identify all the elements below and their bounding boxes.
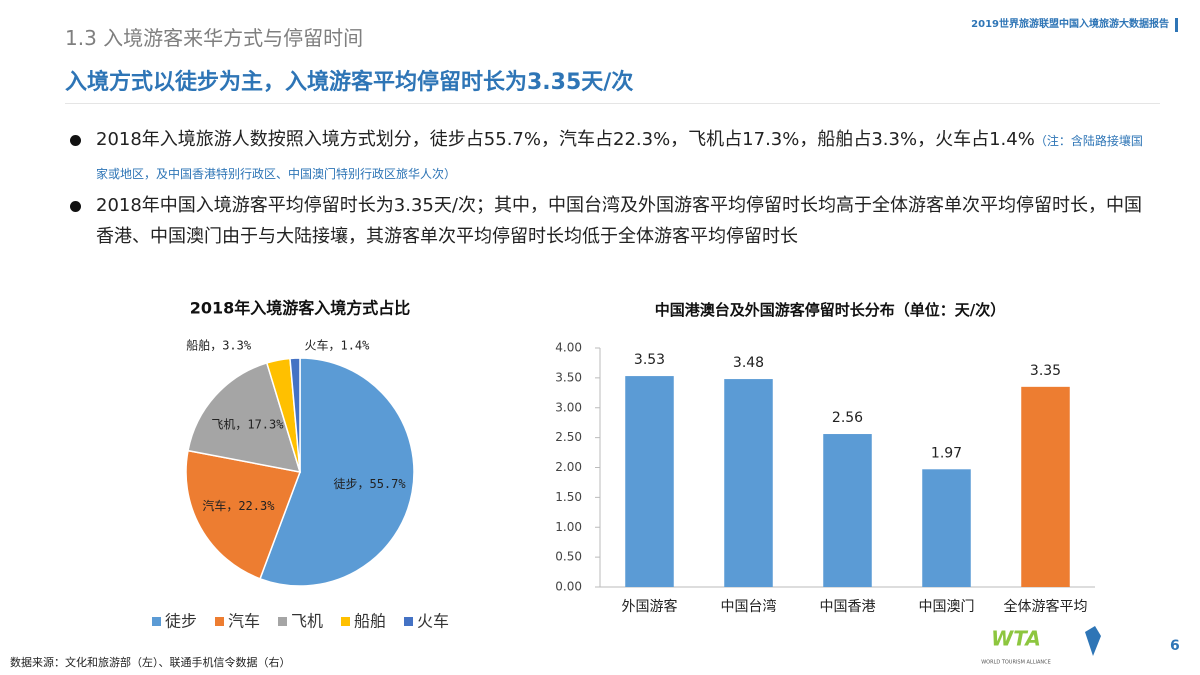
logo-icon [1085,626,1101,656]
legend-label: 汽车 [228,612,260,631]
legend-label: 火车 [417,612,449,631]
x-tick-label: 中国香港 [820,599,876,615]
y-tick-label: 2.50 [555,430,582,444]
logo-text: WTA [991,627,1041,651]
logo-text: WORLD TOURISM ALLIANCE [981,660,1051,666]
x-tick-label: 外国游客 [622,598,678,615]
divider [65,103,1160,104]
legend-swatch [404,617,413,626]
header-right: 2019世界旅游联盟中国入境旅游大数据报告 [971,18,1178,32]
bullet: 2018年入境旅游人数按照入境方式划分，徒步占55.7%，汽车占22.3%，飞机… [68,124,1153,190]
y-tick-label: 1.50 [555,490,582,504]
pie-slice [185,449,302,580]
bar [625,376,674,587]
bullet: 2018年中国入境游客平均停留时长为3.35天/次；其中，中国台湾及外国游客平均… [68,190,1153,252]
y-tick-label: 3.50 [555,370,582,384]
y-tick-label: 4.00 [555,341,582,355]
data-label: 3.35 [1030,363,1061,379]
bar [724,379,773,587]
data-label: 火车，1.4% [304,338,370,353]
y-tick-label: 1.00 [555,520,582,534]
section-title: 1.3 入境游客来华方式与停留时间 [65,26,364,50]
data-label: 2.56 [832,410,863,426]
data-label: 3.53 [634,352,665,368]
data-label: 徒步，55.7% [333,477,406,491]
legend-swatch [152,617,161,626]
pie-slice [187,361,302,473]
legend-label: 徒步 [165,612,197,631]
source: 数据来源：文化和旅游部（左）、联通手机信令数据（右） [10,656,291,669]
bullet-text: 2018年入境旅游人数按照入境方式划分，徒步占55.7%，汽车占22.3%，飞机… [96,129,1035,150]
x-tick-label: 中国台湾 [721,598,777,615]
legend-label: 船舶 [354,612,386,631]
y-tick-label: 3.00 [555,400,582,414]
chart-title: 2018年入境游客入境方式占比 [190,299,411,318]
bar [823,434,872,587]
legend-swatch [215,617,224,626]
chart-title: 中国港澳台及外国游客停留时长分布（单位：天/次） [655,301,1005,319]
legend-label: 飞机 [291,612,323,631]
bullet-text: 2018年中国入境游客平均停留时长为3.35天/次；其中，中国台湾及外国游客平均… [96,195,1142,247]
y-tick-label: 0.50 [555,550,582,564]
data-label: 3.48 [733,355,764,371]
pie-slice [259,357,415,587]
bar [922,469,971,587]
data-label: 飞机，17.3% [211,417,284,431]
headline: 入境方式以徒步为主，入境游客平均停留时长为3.35天/次 [65,70,634,95]
bullet-note: （注：含陆路接壤国家或地区，及中国香港特别行政区、中国澳门特别行政区旅华人次） [96,134,1143,181]
legend-swatch [341,617,350,626]
x-tick-label: 中国澳门 [919,599,975,615]
page-number: 6 [1170,638,1180,654]
x-tick-label: 全体游客平均 [1004,598,1088,615]
data-label: 汽车，22.3% [202,498,275,513]
bar [1021,386,1070,587]
legend-swatch [278,617,287,626]
y-tick-label: 2.00 [555,460,582,474]
data-label: 1.97 [931,445,962,461]
y-tick-label: 0.00 [555,580,582,594]
data-label: 船舶，3.3% [186,338,252,353]
bullets: 2018年入境旅游人数按照入境方式划分，徒步占55.7%，汽车占22.3%，飞机… [68,124,1153,252]
pie-slice [289,357,301,473]
